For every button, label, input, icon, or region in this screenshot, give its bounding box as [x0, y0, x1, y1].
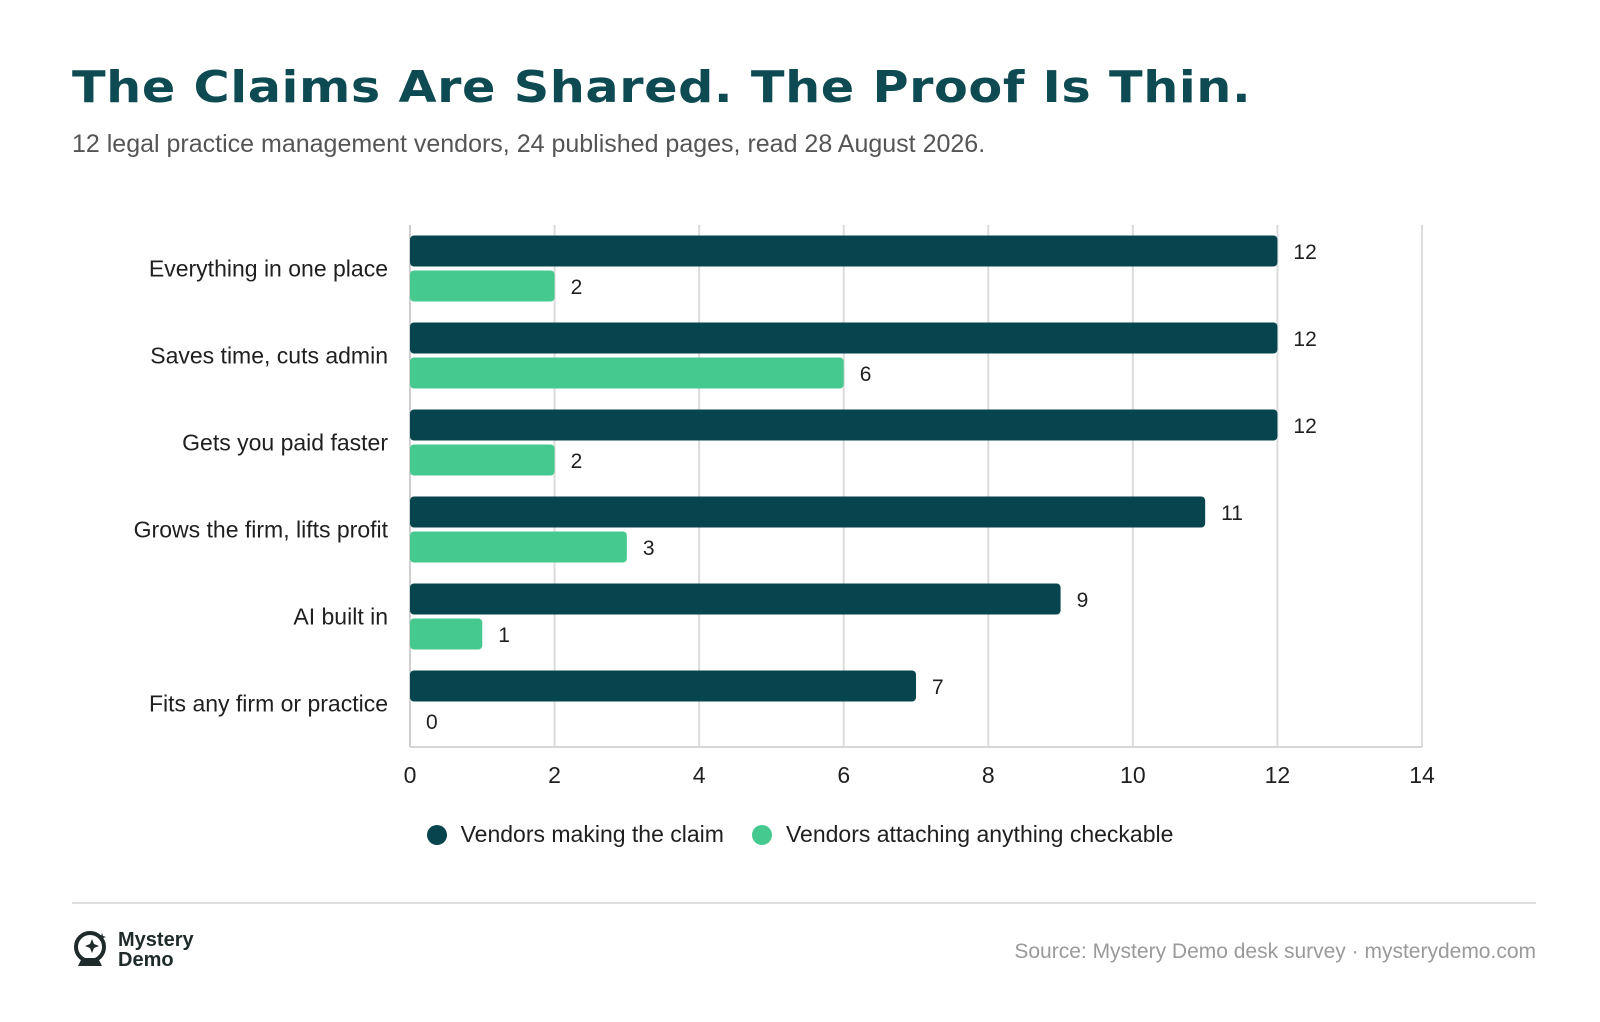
logo-line-1: Mystery	[118, 929, 194, 951]
x-tick-label: 4	[693, 762, 706, 788]
source-note: Source: Mystery Demo desk survey · myste…	[1014, 940, 1536, 963]
category-label: Saves time, cuts admin	[150, 343, 388, 369]
bar-checkable	[410, 531, 627, 563]
chart-subtitle: 12 legal practice management vendors, 24…	[72, 130, 986, 158]
legend-label-checkable: Vendors attaching anything checkable	[785, 821, 1174, 847]
data-label: 12	[1293, 241, 1316, 264]
legend-item-checkable: Vendors attaching anything checkable	[751, 821, 1174, 848]
category-label: AI built in	[293, 604, 388, 630]
x-tick-label: 0	[404, 762, 417, 788]
legend-swatch-checkable	[751, 824, 772, 845]
category-label: Gets you paid faster	[182, 430, 388, 456]
bar-checkable	[410, 618, 483, 650]
legend-label-claim: Vendors making the claim	[460, 821, 724, 847]
brand-logo: Mystery Demo	[72, 930, 194, 970]
x-tick-label: 2	[548, 762, 561, 788]
data-label: 12	[1293, 328, 1316, 351]
x-tick-label: 12	[1265, 762, 1291, 788]
bar-claim	[410, 670, 916, 702]
crystal-ball-icon	[74, 931, 106, 966]
chart-title: The Claims Are Shared. The Proof Is Thin…	[72, 62, 1252, 113]
category-label: Everything in one place	[149, 256, 388, 282]
bar-claim	[410, 322, 1278, 354]
x-tick-label: 8	[982, 762, 995, 788]
legend-item-claim: Vendors making the claim	[426, 821, 724, 848]
bar-claim	[410, 409, 1278, 441]
bar-claim	[410, 496, 1206, 528]
data-label: 2	[571, 276, 583, 299]
bar-checkable	[410, 357, 844, 389]
bar-checkable	[410, 270, 555, 302]
data-label: 2	[571, 450, 583, 473]
data-label: 12	[1293, 415, 1316, 438]
footer-divider	[72, 902, 1536, 904]
data-label: 11	[1221, 502, 1243, 525]
data-label: 6	[860, 363, 872, 386]
category-label: Fits any firm or practice	[149, 691, 388, 717]
bar-checkable	[410, 444, 555, 476]
x-tick-label: 10	[1120, 762, 1146, 788]
bar-claim	[410, 583, 1061, 615]
data-label: 7	[932, 676, 944, 699]
bar-claim	[410, 235, 1278, 267]
x-tick-label: 14	[1409, 762, 1435, 788]
chart-legend: Vendors making the claim Vendors attachi…	[0, 821, 1600, 848]
legend-swatch-claim	[426, 824, 447, 845]
data-label: 1	[498, 624, 510, 647]
category-label: Grows the firm, lifts profit	[134, 517, 389, 543]
data-label: 3	[643, 537, 655, 560]
x-tick-label: 6	[837, 762, 850, 788]
data-label: 0	[426, 711, 438, 734]
data-label: 9	[1077, 589, 1089, 612]
logo-line-2: Demo	[118, 949, 174, 971]
